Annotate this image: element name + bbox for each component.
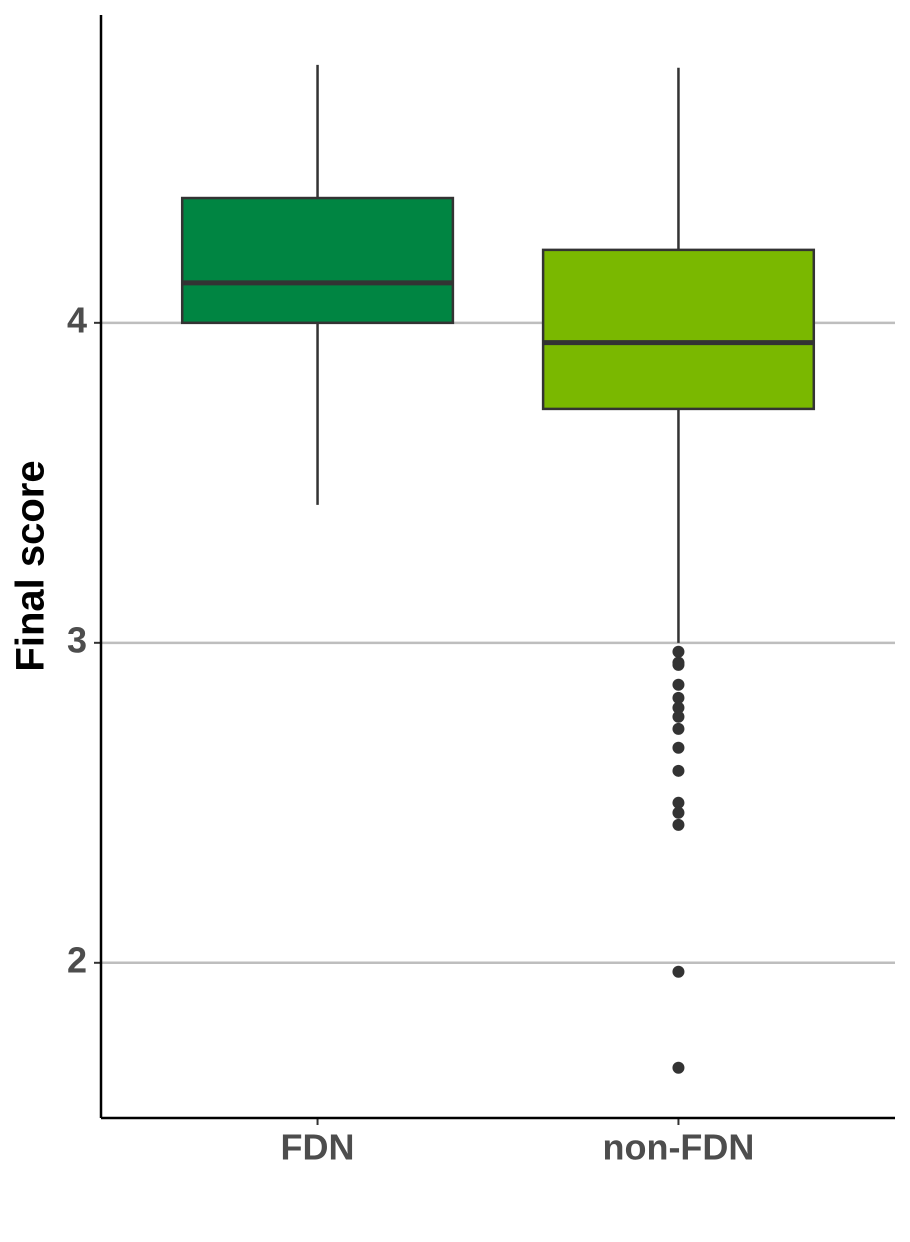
x-tick-label: FDN: [281, 1127, 355, 1168]
x-tick-label: non-FDN: [602, 1127, 754, 1168]
outlier: [672, 965, 685, 978]
outlier: [672, 658, 685, 671]
outlier: [672, 796, 685, 809]
y-tick-label: 3: [67, 619, 87, 660]
y-tick-label: 4: [67, 299, 87, 340]
outlier: [672, 645, 685, 658]
outlier: [672, 806, 685, 819]
outlier: [672, 818, 685, 831]
outlier: [672, 764, 685, 777]
outlier: [672, 691, 685, 704]
outlier: [672, 710, 685, 723]
box: [541, 248, 816, 411]
box: [180, 196, 455, 325]
outlier: [672, 701, 685, 714]
y-tick-label: 2: [67, 939, 87, 980]
outlier: [672, 678, 685, 691]
outlier: [672, 1061, 685, 1074]
outlier: [672, 722, 685, 735]
y-axis-label: Final score: [9, 460, 53, 671]
outlier: [672, 741, 685, 754]
